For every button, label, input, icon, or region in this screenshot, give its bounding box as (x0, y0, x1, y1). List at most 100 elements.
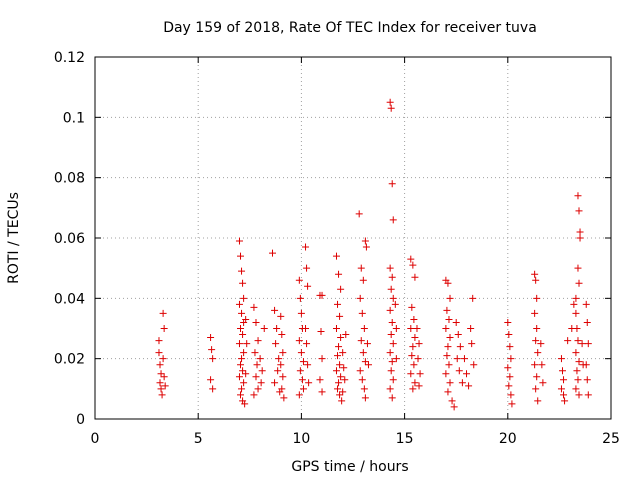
data-point (576, 234, 584, 242)
data-point (446, 379, 454, 387)
data-point (305, 379, 313, 387)
data-point (239, 331, 247, 339)
data-point (415, 382, 423, 390)
data-point (465, 382, 473, 390)
data-point (317, 328, 325, 336)
data-point (257, 379, 265, 387)
data-point (533, 294, 541, 302)
data-point (256, 355, 264, 363)
data-point (387, 331, 395, 339)
data-point (444, 343, 452, 351)
data-point (235, 300, 243, 308)
data-point (443, 352, 451, 360)
data-point (295, 276, 303, 284)
data-point (254, 385, 262, 393)
data-point (318, 355, 326, 363)
data-point (583, 376, 591, 384)
data-point (260, 325, 268, 332)
data-point (297, 309, 305, 317)
data-point (574, 192, 582, 200)
data-point (443, 306, 451, 314)
data-point (240, 349, 248, 357)
data-point (409, 261, 417, 269)
data-point (335, 343, 343, 351)
data-point (455, 367, 463, 375)
data-point (504, 364, 512, 372)
data-point (297, 349, 305, 357)
data-point (237, 325, 245, 332)
data-point (575, 358, 583, 366)
data-point (209, 385, 217, 393)
data-point (334, 300, 342, 308)
data-point (156, 379, 164, 387)
data-point (303, 340, 311, 348)
data-point (388, 180, 396, 188)
data-point (575, 207, 583, 215)
data-point (296, 294, 304, 302)
data-point (235, 237, 243, 245)
data-point (161, 382, 169, 390)
data-point (573, 325, 581, 332)
data-point (561, 397, 569, 405)
data-point (388, 358, 396, 366)
data-point (356, 294, 364, 302)
data-point (570, 300, 578, 308)
data-point (280, 394, 288, 402)
data-point (450, 403, 458, 411)
data-point (392, 355, 400, 363)
data-point (339, 349, 347, 357)
data-point (252, 373, 260, 381)
data-point (158, 391, 166, 399)
x-tick-label: 15 (396, 431, 414, 447)
data-point (505, 382, 513, 390)
data-point (335, 379, 343, 387)
data-point (411, 379, 419, 387)
data-point (387, 285, 395, 293)
data-point (298, 376, 306, 384)
data-point (295, 337, 303, 345)
data-point (358, 309, 366, 317)
data-point (155, 337, 163, 345)
data-point (388, 394, 396, 402)
data-point (534, 349, 542, 357)
data-point (235, 340, 243, 348)
data-point (444, 388, 452, 396)
data-point (467, 325, 475, 332)
data-point (389, 294, 397, 302)
data-point (573, 367, 581, 375)
y-tick-label: 0.06 (54, 231, 85, 247)
x-tick-label: 20 (499, 431, 517, 447)
data-point (302, 325, 310, 332)
data-point (454, 331, 462, 339)
data-point (339, 388, 347, 396)
data-point (558, 367, 566, 375)
data-point (362, 243, 370, 251)
data-point (332, 325, 340, 332)
data-point (413, 325, 421, 332)
data-point (531, 309, 539, 317)
y-tick-labels: 0 0.02 0.04 0.06 0.08 0.1 0.12 (54, 50, 85, 428)
data-point (238, 355, 246, 363)
data-point (386, 264, 394, 272)
data-point (387, 367, 395, 375)
data-point (531, 361, 539, 369)
data-point (442, 325, 450, 332)
data-point (388, 273, 396, 281)
data-point (445, 361, 453, 369)
data-point (469, 294, 477, 302)
data-point (564, 337, 572, 345)
data-point (279, 373, 287, 381)
data-point (243, 340, 251, 348)
data-point (304, 282, 312, 290)
data-point (337, 334, 345, 342)
data-point (387, 104, 395, 112)
data-point (242, 370, 250, 378)
data-point (336, 312, 344, 320)
data-point (453, 355, 461, 363)
data-point (334, 385, 342, 393)
data-point (360, 325, 368, 332)
data-point (408, 303, 416, 311)
data-point (271, 379, 279, 387)
data-point (155, 349, 163, 357)
data-point (575, 391, 583, 399)
